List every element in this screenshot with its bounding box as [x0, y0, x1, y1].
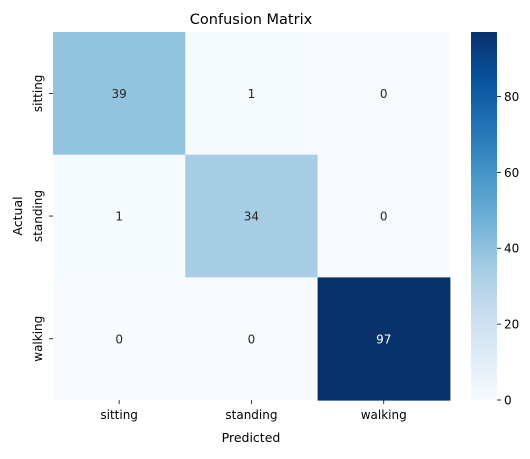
x-axis-label: Predicted [222, 430, 281, 445]
cell-value-label: 1 [248, 87, 256, 101]
cell-value-label: 34 [244, 210, 259, 224]
y-tick-label: standing [31, 190, 45, 242]
heatmap-cell-labels: 39 1 0 1 34 0 0 0 97 [112, 87, 392, 346]
y-tick-label: sitting [31, 75, 45, 113]
colorbar-ticks: 0 20 40 60 80 [497, 90, 519, 408]
x-tick-label: sitting [100, 408, 138, 422]
y-tick-label: walking [31, 316, 45, 362]
heatmap-cell [53, 277, 186, 401]
colorbar-tick-label: 20 [504, 318, 519, 332]
heatmap-cells [53, 32, 451, 401]
colorbar-tick-label: 0 [504, 394, 512, 408]
y-axis: sitting standing walking [31, 75, 53, 362]
colorbar-scale [471, 32, 497, 400]
cell-value-label: 0 [248, 332, 256, 346]
heatmap-cell [317, 154, 451, 278]
heatmap-cell [185, 154, 319, 278]
x-axis: sitting standing walking [100, 400, 407, 422]
cell-value-label: 0 [380, 210, 388, 224]
y-axis-label: Actual [10, 196, 25, 235]
heatmap-cell [53, 32, 186, 156]
heatmap-cell [185, 32, 319, 156]
heatmap-cell [317, 277, 451, 401]
heatmap-cell [185, 277, 319, 401]
heatmap-cell [317, 32, 451, 156]
heatmap-cell [53, 154, 186, 278]
colorbar-tick-label: 80 [504, 90, 519, 104]
colorbar-tick-label: 40 [504, 242, 519, 256]
colorbar: 0 20 40 60 80 [471, 32, 519, 408]
x-tick-label: standing [225, 408, 277, 422]
colorbar-tick-label: 60 [504, 166, 519, 180]
cell-value-label: 0 [380, 87, 388, 101]
cell-value-label: 0 [115, 332, 123, 346]
cell-value-label: 1 [115, 210, 123, 224]
cell-value-label: 39 [112, 87, 127, 101]
chart-title: Confusion Matrix [190, 12, 313, 28]
cell-value-label: 97 [376, 332, 391, 346]
x-tick-label: walking [361, 408, 407, 422]
